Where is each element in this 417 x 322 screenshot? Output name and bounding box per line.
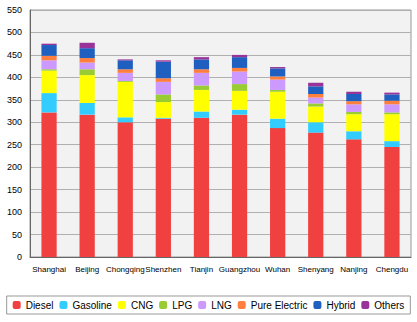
svg-text:450: 450 (7, 50, 22, 60)
svg-text:100: 100 (7, 207, 22, 217)
svg-text:Chengdu: Chengdu (376, 265, 408, 274)
svg-text:50: 50 (12, 230, 22, 240)
svg-text:250: 250 (7, 140, 22, 150)
svg-text:Wuhan: Wuhan (265, 265, 290, 274)
svg-text:0: 0 (17, 252, 22, 262)
svg-text:500: 500 (7, 27, 22, 37)
svg-text:Nanjing: Nanjing (340, 265, 367, 274)
svg-text:Others: Others (374, 300, 404, 311)
svg-text:Shenzhen: Shenzhen (145, 265, 181, 274)
svg-text:200: 200 (7, 162, 22, 172)
svg-text:Chongqing: Chongqing (106, 265, 145, 274)
svg-text:Beijing: Beijing (75, 265, 99, 274)
svg-text:400: 400 (7, 72, 22, 82)
svg-text:Gasoline: Gasoline (72, 300, 112, 311)
svg-text:LNG: LNG (211, 300, 232, 311)
svg-text:Hybrid: Hybrid (326, 300, 355, 311)
svg-text:Guangzhou: Guangzhou (219, 265, 260, 274)
svg-text:Pure Electric: Pure Electric (251, 300, 308, 311)
svg-text:350: 350 (7, 95, 22, 105)
svg-text:300: 300 (7, 117, 22, 127)
svg-text:Diesel: Diesel (26, 300, 54, 311)
svg-text:Tianjin: Tianjin (190, 265, 213, 274)
svg-text:LPG: LPG (172, 300, 192, 311)
svg-text:CNG: CNG (131, 300, 153, 311)
svg-text:550: 550 (7, 5, 22, 15)
svg-text:Shenyang: Shenyang (298, 265, 334, 274)
svg-text:Shanghai: Shanghai (32, 265, 66, 274)
svg-text:150: 150 (7, 185, 22, 195)
